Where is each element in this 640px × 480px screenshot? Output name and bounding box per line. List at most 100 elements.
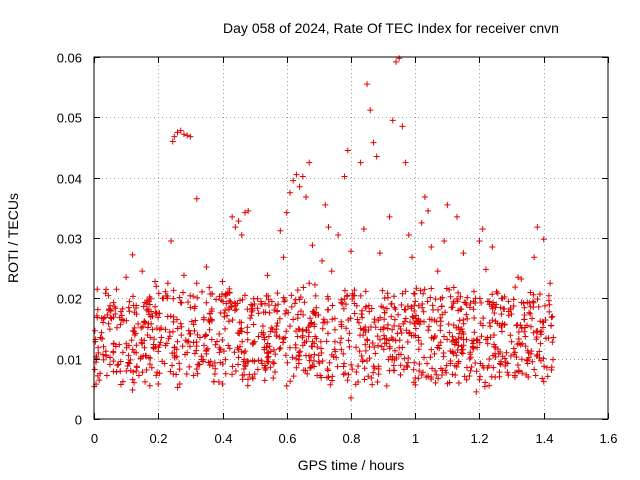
data-point-marker bbox=[424, 360, 431, 367]
data-point-marker bbox=[484, 298, 491, 305]
data-point-marker bbox=[517, 341, 524, 348]
data-point-marker bbox=[367, 323, 374, 330]
data-point-marker bbox=[399, 290, 406, 297]
data-point-marker bbox=[501, 355, 508, 362]
data-point-marker bbox=[341, 360, 348, 367]
data-point-marker bbox=[261, 377, 268, 384]
data-point-marker bbox=[419, 369, 426, 376]
data-point-marker bbox=[486, 382, 493, 389]
data-point-marker bbox=[459, 329, 466, 336]
data-point-marker bbox=[225, 342, 232, 349]
data-point-marker bbox=[367, 107, 374, 114]
data-point-marker bbox=[282, 352, 289, 359]
data-point-marker bbox=[324, 319, 331, 326]
data-point-marker bbox=[179, 343, 186, 350]
data-point-marker bbox=[319, 357, 326, 364]
data-point-marker bbox=[110, 358, 117, 365]
data-point-marker bbox=[149, 313, 156, 320]
data-point-marker bbox=[424, 298, 431, 305]
data-point-marker bbox=[488, 373, 495, 380]
data-point-marker bbox=[446, 379, 453, 386]
data-point-marker bbox=[264, 340, 271, 347]
data-point-marker bbox=[217, 346, 224, 353]
data-point-marker bbox=[287, 323, 294, 330]
data-point-marker bbox=[173, 371, 180, 378]
data-point-marker bbox=[454, 213, 461, 220]
data-point-marker bbox=[227, 298, 234, 305]
data-point-marker bbox=[191, 327, 198, 334]
data-point-marker bbox=[194, 370, 201, 377]
data-point-marker bbox=[306, 159, 313, 166]
data-point-marker bbox=[455, 289, 462, 296]
data-point-marker bbox=[510, 345, 517, 352]
data-point-marker bbox=[425, 323, 432, 330]
data-point-marker bbox=[378, 303, 385, 310]
data-point-marker bbox=[176, 366, 183, 373]
data-point-marker bbox=[383, 305, 390, 312]
data-point-marker bbox=[290, 177, 297, 184]
data-point-marker bbox=[468, 364, 475, 371]
data-point-marker bbox=[194, 331, 201, 338]
data-point-marker bbox=[453, 352, 460, 359]
data-point-marker bbox=[293, 364, 300, 371]
data-point-marker bbox=[178, 323, 185, 330]
data-point-marker bbox=[456, 317, 463, 324]
data-point-marker bbox=[515, 328, 522, 335]
data-point-marker bbox=[162, 288, 169, 295]
data-point-marker bbox=[444, 201, 451, 208]
data-point-marker bbox=[433, 371, 440, 378]
data-point-marker bbox=[527, 310, 534, 317]
data-point-marker bbox=[295, 352, 302, 359]
data-point-marker bbox=[364, 357, 371, 364]
data-point-marker bbox=[242, 362, 249, 369]
data-point-marker bbox=[316, 360, 323, 367]
data-point-marker bbox=[411, 302, 418, 309]
data-point-marker bbox=[340, 350, 347, 357]
data-point-marker bbox=[409, 313, 416, 320]
data-point-marker bbox=[124, 363, 131, 370]
data-point-marker bbox=[487, 323, 494, 330]
data-point-marker bbox=[320, 316, 327, 323]
data-point-marker bbox=[435, 375, 442, 382]
data-point-marker bbox=[211, 371, 218, 378]
data-point-marker bbox=[167, 313, 174, 320]
data-point-marker bbox=[349, 366, 356, 373]
y-tick-label: 0.01 bbox=[57, 353, 82, 368]
data-point-marker bbox=[113, 286, 120, 293]
data-point-marker bbox=[549, 339, 556, 346]
data-point-marker bbox=[450, 349, 457, 356]
data-point-marker bbox=[182, 351, 189, 358]
data-point-marker bbox=[117, 308, 124, 315]
data-point-marker bbox=[283, 328, 290, 335]
data-point-marker bbox=[145, 306, 152, 313]
data-point-marker bbox=[129, 376, 136, 383]
data-point-marker bbox=[530, 291, 537, 298]
data-point-marker bbox=[111, 303, 118, 310]
data-point-marker bbox=[540, 319, 547, 326]
data-point-marker bbox=[428, 244, 435, 251]
data-point-marker bbox=[205, 359, 212, 366]
data-point-marker bbox=[166, 329, 173, 336]
data-point-marker bbox=[290, 316, 297, 323]
data-point-marker bbox=[133, 368, 140, 375]
data-point-marker bbox=[306, 322, 313, 329]
data-point-marker bbox=[489, 291, 496, 298]
data-point-marker bbox=[381, 324, 388, 331]
data-point-marker bbox=[464, 294, 471, 301]
data-point-marker bbox=[183, 370, 190, 377]
data-point-marker bbox=[537, 329, 544, 336]
data-point-marker bbox=[271, 306, 278, 313]
data-point-marker bbox=[343, 325, 350, 332]
data-point-marker bbox=[194, 294, 201, 301]
data-point-marker bbox=[165, 335, 172, 342]
data-point-marker bbox=[410, 379, 417, 386]
data-point-marker bbox=[376, 250, 383, 257]
data-point-marker bbox=[325, 295, 332, 302]
data-point-marker bbox=[325, 224, 332, 231]
data-point-marker bbox=[131, 349, 138, 356]
y-tick-label: 0 bbox=[75, 413, 82, 428]
data-point-marker bbox=[282, 310, 289, 317]
data-point-marker bbox=[208, 336, 215, 343]
data-point-marker bbox=[324, 374, 331, 381]
data-point-marker bbox=[397, 371, 404, 378]
